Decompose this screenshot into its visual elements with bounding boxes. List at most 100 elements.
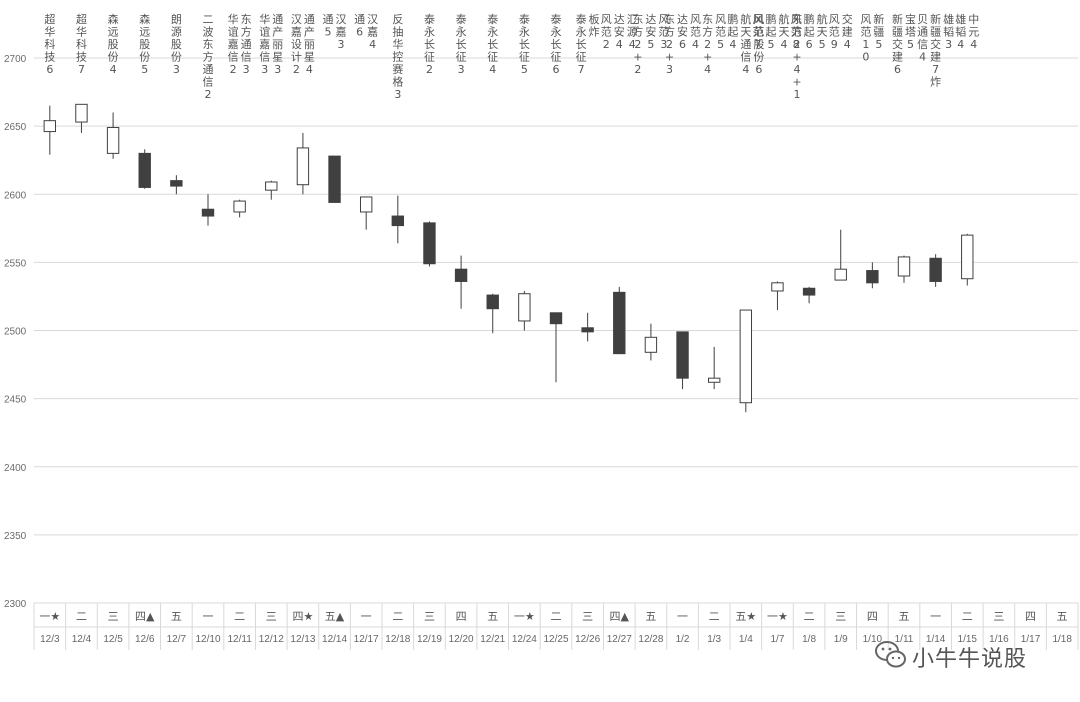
svg-text:二: 二 bbox=[203, 13, 214, 26]
annotation-label: 汉嘉4 bbox=[367, 13, 378, 51]
date-label: 12/6 bbox=[135, 634, 155, 645]
svg-text:汉: 汉 bbox=[367, 13, 378, 26]
svg-text:征: 征 bbox=[487, 51, 498, 64]
svg-text:范: 范 bbox=[829, 25, 840, 39]
svg-text:3: 3 bbox=[173, 63, 180, 76]
svg-text:股: 股 bbox=[108, 38, 119, 51]
svg-text:方: 方 bbox=[791, 25, 802, 39]
svg-text:4: 4 bbox=[110, 63, 117, 76]
svg-text:天: 天 bbox=[778, 26, 789, 39]
svg-text:起: 起 bbox=[804, 26, 815, 39]
annotation-label: 雄韬4 bbox=[955, 12, 966, 51]
weekday-label: 五 bbox=[899, 610, 910, 623]
svg-text:4: 4 bbox=[780, 38, 787, 51]
weekday-label: 二 bbox=[709, 610, 720, 623]
svg-text:东: 东 bbox=[203, 38, 214, 51]
svg-text:通: 通 bbox=[241, 38, 252, 51]
svg-text:7: 7 bbox=[932, 63, 939, 76]
weekday-label: 三 bbox=[424, 610, 435, 623]
svg-text:贝: 贝 bbox=[917, 13, 928, 26]
svg-text:鹏: 鹏 bbox=[804, 13, 815, 26]
date-label: 1/2 bbox=[676, 634, 690, 645]
svg-text:韬: 韬 bbox=[955, 26, 966, 39]
svg-text:鹏: 鹏 bbox=[765, 13, 776, 26]
svg-text:起: 起 bbox=[765, 26, 776, 39]
svg-text:6: 6 bbox=[553, 63, 560, 76]
date-label: 12/27 bbox=[607, 634, 632, 645]
svg-text:天: 天 bbox=[817, 26, 828, 39]
date-label: 12/25 bbox=[543, 634, 568, 645]
annotation-label: 东方2+4+1 bbox=[791, 13, 802, 101]
annotation-label: 中元4 bbox=[968, 13, 979, 51]
weekday-label: 五 bbox=[645, 610, 656, 623]
svg-text:产: 产 bbox=[304, 25, 315, 39]
wechat-icon bbox=[875, 641, 906, 668]
svg-text:丽: 丽 bbox=[304, 38, 315, 51]
candle-body bbox=[802, 287, 816, 296]
svg-text:范: 范 bbox=[860, 25, 871, 39]
candle-body bbox=[328, 155, 341, 203]
svg-text:4: 4 bbox=[919, 51, 926, 64]
candle-body bbox=[43, 120, 57, 133]
svg-text:交: 交 bbox=[842, 12, 853, 26]
svg-text:风: 风 bbox=[791, 13, 802, 26]
svg-text:4: 4 bbox=[793, 63, 800, 76]
svg-text:1: 1 bbox=[793, 88, 800, 101]
svg-text:+: + bbox=[633, 51, 642, 64]
svg-text:谊: 谊 bbox=[259, 25, 270, 39]
svg-text:长: 长 bbox=[487, 38, 498, 51]
svg-text:风: 风 bbox=[690, 13, 701, 26]
svg-text:5: 5 bbox=[647, 38, 654, 51]
y-tick-label: 2400 bbox=[4, 463, 27, 474]
date-label: 12/17 bbox=[354, 634, 379, 645]
annotation-label: 宝塔5 bbox=[905, 12, 916, 51]
svg-text:通: 通 bbox=[304, 13, 315, 26]
svg-text:嘉: 嘉 bbox=[291, 25, 302, 39]
svg-text:炸: 炸 bbox=[930, 76, 941, 89]
svg-text:范: 范 bbox=[753, 25, 764, 39]
annotation-label: 达安5 bbox=[645, 13, 656, 51]
svg-text:1: 1 bbox=[862, 38, 869, 51]
svg-text:0: 0 bbox=[862, 51, 869, 64]
svg-text:东: 东 bbox=[664, 13, 675, 26]
candle-body bbox=[739, 309, 753, 404]
svg-text:2: 2 bbox=[426, 63, 433, 76]
svg-text:赛: 赛 bbox=[392, 62, 403, 76]
svg-text:华: 华 bbox=[392, 37, 403, 51]
candle-body bbox=[866, 270, 879, 284]
date-label: 12/26 bbox=[575, 634, 600, 645]
weekday-label: 二 bbox=[804, 610, 815, 623]
svg-text:6: 6 bbox=[46, 63, 53, 76]
svg-text:建: 建 bbox=[930, 50, 941, 64]
weekday-label: 五 bbox=[1057, 610, 1068, 623]
svg-text:源: 源 bbox=[627, 25, 638, 39]
svg-text:安: 安 bbox=[645, 25, 656, 39]
candle-body bbox=[359, 196, 373, 213]
svg-text:2: 2 bbox=[205, 88, 212, 101]
svg-text:华: 华 bbox=[228, 12, 239, 26]
svg-text:4: 4 bbox=[704, 63, 711, 76]
svg-text:嘉: 嘉 bbox=[336, 25, 347, 39]
svg-text:范: 范 bbox=[791, 25, 802, 39]
y-tick-label: 2500 bbox=[4, 327, 27, 338]
svg-text:5: 5 bbox=[875, 38, 882, 51]
weekday-label: 五 bbox=[487, 610, 498, 623]
svg-text:永: 永 bbox=[487, 25, 498, 39]
svg-text:6: 6 bbox=[679, 38, 686, 51]
svg-text:雄: 雄 bbox=[943, 12, 954, 26]
svg-text:泰: 泰 bbox=[551, 12, 562, 26]
annotation-label: 通5 bbox=[323, 13, 334, 39]
date-label: 1/4 bbox=[739, 634, 753, 645]
svg-text:2: 2 bbox=[230, 63, 237, 76]
date-label: 12/14 bbox=[322, 634, 347, 645]
svg-text:航: 航 bbox=[740, 12, 751, 26]
svg-text:炸: 炸 bbox=[589, 26, 600, 39]
svg-text:4: 4 bbox=[629, 38, 636, 51]
candle-body bbox=[296, 147, 310, 186]
